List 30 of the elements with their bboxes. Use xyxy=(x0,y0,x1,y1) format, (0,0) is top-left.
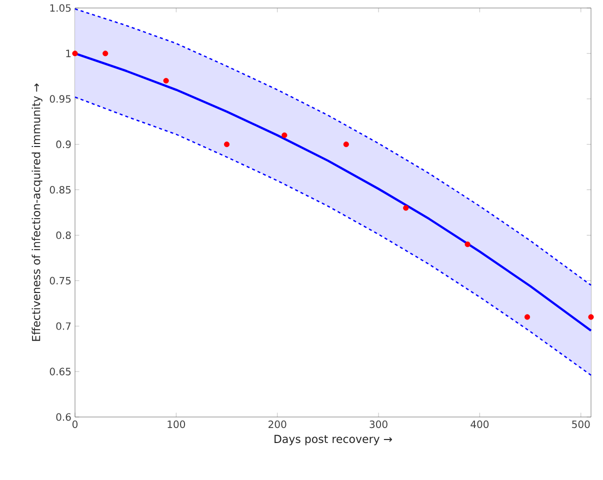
point xyxy=(224,142,230,148)
point xyxy=(282,132,288,138)
point xyxy=(464,242,470,248)
line-series xyxy=(74,96,592,376)
point xyxy=(403,205,409,211)
point xyxy=(163,78,169,84)
x-axis-title: Days post recovery → xyxy=(274,434,392,446)
x-tick-label: 500 xyxy=(572,420,590,428)
line-series xyxy=(74,8,592,286)
point xyxy=(72,50,78,56)
y-tick-label: 0.7 xyxy=(56,322,71,330)
x-tick-label: 0 xyxy=(72,420,78,428)
y-tick-label: 0.95 xyxy=(50,95,71,103)
y-tick-label: 0.65 xyxy=(50,368,71,376)
y-tick-label: 0.8 xyxy=(56,231,71,240)
y-tick-label: 0.6 xyxy=(56,413,71,421)
x-tick-label: 300 xyxy=(370,420,388,428)
x-tick-label: 100 xyxy=(168,420,186,428)
y-tick-label: 1.05 xyxy=(50,4,71,12)
x-tick-label: 400 xyxy=(470,420,489,428)
point xyxy=(102,50,108,56)
x-tick-label: 200 xyxy=(268,420,286,428)
y-tick-label: 1 xyxy=(66,50,71,58)
point xyxy=(588,314,594,320)
point xyxy=(524,314,530,320)
point xyxy=(343,142,349,148)
y-axis-title: Effectiveness of infection-acquired immunity → xyxy=(32,84,42,341)
y-tick-label: 0.75 xyxy=(50,276,71,284)
y-tick-label: 0.9 xyxy=(56,140,71,148)
y-tick-label: 0.85 xyxy=(50,186,71,194)
